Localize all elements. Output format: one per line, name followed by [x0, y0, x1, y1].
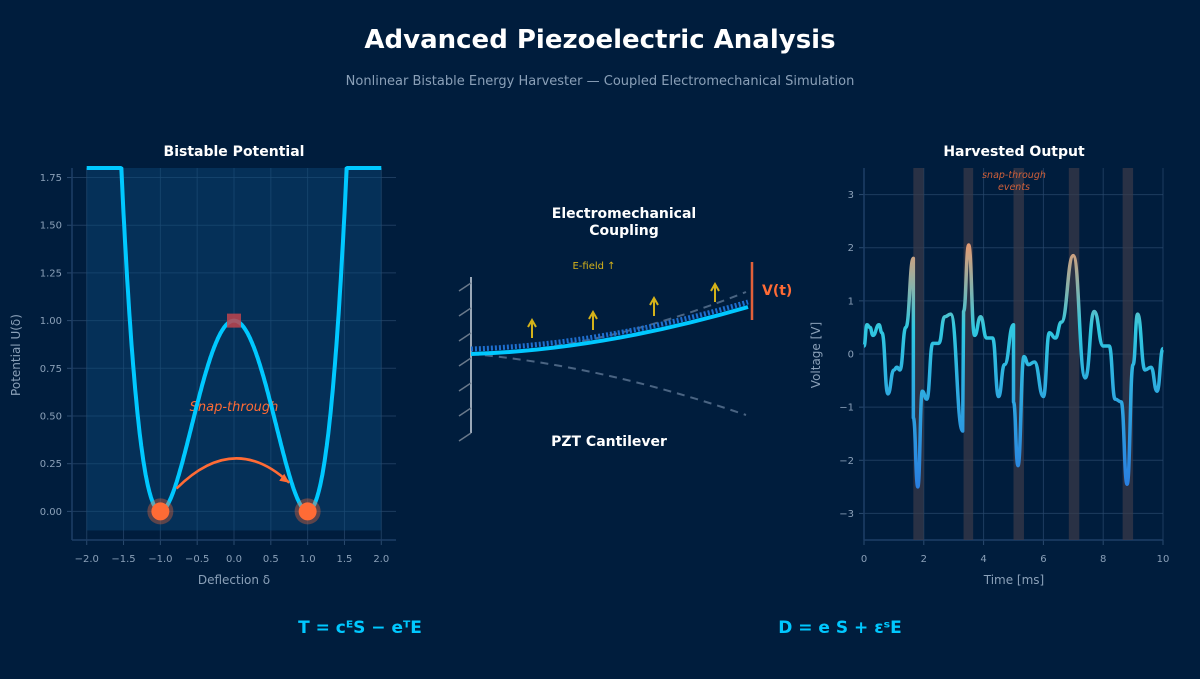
barrier-marker [227, 313, 241, 328]
potential-chart: −2.0 −1.5 −1.0 −0.5 0.0 0.5 1.0 1.5 2.0 0.00 0.25 0… [9, 144, 396, 587]
event-band [1122, 168, 1134, 540]
hatch-line [458, 382, 472, 392]
y-tick-label: −1 [839, 403, 854, 414]
snap-events-label-2: events [998, 182, 1030, 193]
efield-arrowhead [588, 309, 598, 320]
voltage-ylabel: Voltage [V] [809, 322, 823, 388]
x-tick-label: 2 [921, 554, 927, 565]
hatch-line [458, 307, 472, 317]
subtitle: Nonlinear Bistable Energy Harvester — Co… [346, 74, 855, 89]
efield-arrows [527, 281, 720, 338]
y-tick-label: −3 [839, 509, 854, 520]
x-tick-label: 1.5 [337, 554, 353, 565]
snap-through-annotation: Snap-through [190, 400, 279, 415]
plot-layer: −2.0 −1.5 −1.0 −0.5 0.0 0.5 1.0 1.5 2.0 0.00 0.25 0… [40, 168, 396, 565]
diagram-title-2: Coupling [589, 223, 658, 239]
x-tick-label: 0.5 [263, 554, 279, 565]
event-band [963, 168, 974, 540]
pzt-layer [470, 299, 749, 352]
y-tick-label: 0.75 [40, 364, 62, 375]
y-tick-label: −2 [839, 456, 854, 467]
y-tick-label: 1.50 [40, 221, 62, 232]
snap-events-label-1: snap-through [982, 170, 1046, 181]
potential-xlabel: Deflection δ [198, 573, 270, 587]
y-tick-label: 0 [848, 350, 854, 361]
x-tick-label: 6 [1040, 554, 1046, 565]
x-tick-label: 2.0 [373, 554, 389, 565]
diagram-title-1: Electromechanical [552, 206, 696, 222]
y-tick-label: 1.25 [40, 268, 62, 279]
y-tick-label: 3 [848, 190, 854, 201]
equation-displacement: D = e S + εˢE [778, 618, 902, 638]
x-tick-label: 4 [980, 554, 986, 565]
y-tick-label: 1.75 [40, 173, 62, 184]
deflection-lower-dashed [470, 353, 747, 416]
hatch-line [458, 407, 472, 417]
well-region [86, 168, 382, 531]
y-tick-label: 0.25 [40, 459, 62, 470]
voltage-label: V(t) [762, 283, 792, 299]
voltage-xlabel: Time [ms] [983, 573, 1045, 587]
x-tick-label: 10 [1157, 554, 1170, 565]
efield-label: E-field ↑ [572, 261, 615, 272]
y-tick-label: 0.00 [40, 507, 62, 518]
potential-title: Bistable Potential [164, 144, 305, 160]
main-title: Advanced Piezoelectric Analysis [364, 25, 835, 55]
voltage-chart: 0 2 4 6 8 10 −3 −2 −1 0 1 2 3 Harvested Output Time … [809, 144, 1169, 587]
plot-layer: 0 2 4 6 8 10 −3 −2 −1 0 1 2 3 [839, 168, 1169, 565]
x-tick-label: 1.0 [300, 554, 316, 565]
pzt-caption: PZT Cantilever [551, 434, 667, 450]
cantilever-beam [470, 305, 749, 356]
event-band [913, 168, 924, 540]
coupling-diagram: Electromechanical Coupling E-field ↑ V(t… [458, 206, 792, 450]
event-band [1013, 168, 1024, 540]
event-band [1068, 168, 1080, 540]
y-tick-label: 2 [848, 243, 854, 254]
x-tick-label: 0 [861, 554, 867, 565]
efield-arrowhead [649, 295, 659, 306]
x-tick-label: −0.5 [185, 554, 209, 565]
clamp-hatch [458, 282, 472, 442]
hatch-line [458, 357, 472, 367]
equation-stress: T = cᴱS − eᵀE [298, 618, 422, 638]
x-tick-label: −1.0 [148, 554, 172, 565]
snap-through-arrow [175, 457, 291, 490]
hatch-line [458, 432, 472, 442]
stable-point-marker [298, 502, 317, 521]
y-tick-label: 1.00 [40, 316, 62, 327]
stable-point-marker [151, 502, 170, 521]
x-tick-label: −2.0 [75, 554, 99, 565]
efield-arrowhead [527, 317, 537, 328]
voltage-title: Harvested Output [943, 144, 1085, 160]
arrow-head [279, 473, 290, 483]
x-tick-label: −1.5 [111, 554, 135, 565]
y-tick-label: 0.50 [40, 412, 62, 423]
efield-arrowhead [710, 281, 720, 292]
x-tick-label: 0.0 [226, 554, 242, 565]
y-tick-label: 1 [848, 296, 854, 307]
x-tick-label: 8 [1100, 554, 1106, 565]
voltage-line [862, 243, 1165, 489]
hatch-line [458, 332, 472, 342]
hatch-line [458, 282, 472, 292]
potential-ylabel: Potential U(δ) [9, 314, 23, 396]
